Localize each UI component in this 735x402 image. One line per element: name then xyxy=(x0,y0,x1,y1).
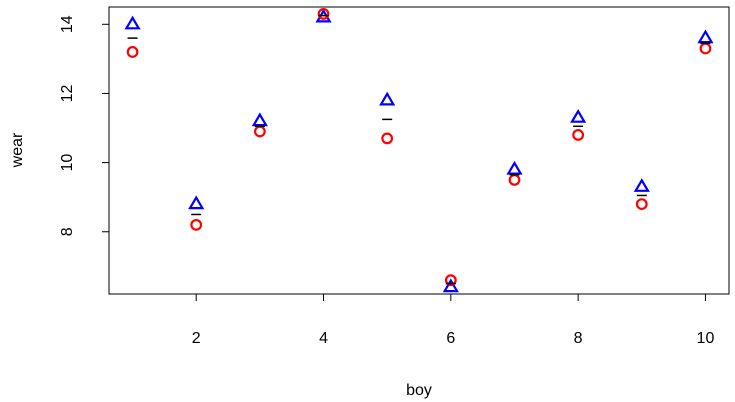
plot-box xyxy=(108,6,730,295)
x-tick-label: 8 xyxy=(574,330,583,347)
triangle-point xyxy=(506,160,523,175)
triangle-point xyxy=(442,278,459,293)
circle-point xyxy=(699,42,712,55)
y-tick-label: 12 xyxy=(59,84,76,102)
triangle-point xyxy=(697,29,714,44)
x-tick-label: 10 xyxy=(697,330,715,347)
y-tick-label: 10 xyxy=(59,154,76,172)
circle-point xyxy=(381,132,394,145)
triangle-point xyxy=(379,91,396,106)
y-tick-label: 14 xyxy=(59,15,76,33)
circle-point xyxy=(126,46,139,58)
circle-point xyxy=(253,125,266,138)
circle-point xyxy=(444,274,457,287)
triangle-point xyxy=(188,195,205,210)
y-axis: 8 10 12 14 xyxy=(59,15,110,236)
x-axis: 2 4 6 8 10 xyxy=(192,293,715,347)
x-axis-label: boy xyxy=(406,382,432,399)
data-marks xyxy=(124,8,714,293)
x-tick-label: 4 xyxy=(319,330,328,347)
triangle-point xyxy=(570,108,587,123)
circle-point xyxy=(190,218,203,231)
circle-point xyxy=(508,173,521,186)
circle-point xyxy=(317,8,330,20)
x-tick-label: 2 xyxy=(192,330,201,347)
circle-point xyxy=(635,198,648,210)
triangle-point xyxy=(251,112,268,127)
x-tick-label: 6 xyxy=(446,330,455,347)
y-axis-label: wear xyxy=(9,132,26,168)
triangle-point xyxy=(124,15,141,30)
triangle-point xyxy=(633,178,650,192)
circle-point xyxy=(572,129,585,141)
y-tick-label: 8 xyxy=(59,227,76,236)
